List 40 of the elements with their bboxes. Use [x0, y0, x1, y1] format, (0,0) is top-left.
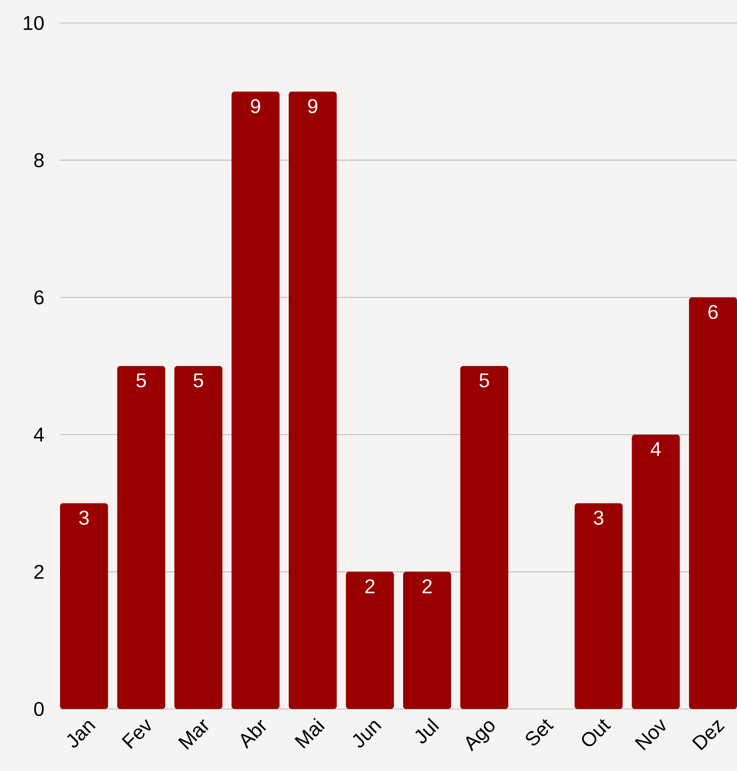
data-label: 9	[308, 99, 318, 114]
data-label: 4	[650, 442, 661, 456]
bar	[231, 92, 280, 709]
x-tick-label: Ago	[466, 721, 494, 752]
x-tick-label: Jan	[66, 721, 96, 748]
x-tick-label: Fev	[121, 719, 151, 749]
data-label: 3	[594, 510, 604, 525]
y-tick-label: 10	[24, 16, 44, 30]
x-tick-label: Out	[582, 719, 611, 746]
y-tick-label: 2	[34, 564, 44, 579]
x-tick-label: Mai	[294, 718, 325, 749]
bar	[116, 366, 165, 709]
x-tick-label: Nov	[634, 719, 666, 750]
bar	[688, 297, 737, 709]
data-label: 9	[250, 99, 260, 114]
data-label: 2	[365, 579, 374, 594]
bar	[288, 92, 337, 709]
x-tick-label: Set	[526, 719, 554, 746]
data-label: 5	[193, 374, 203, 388]
bar	[346, 572, 394, 709]
x-tick-label: Jun	[352, 721, 382, 748]
y-tick-label: 6	[34, 290, 44, 304]
x-tick-label: Abr	[240, 720, 266, 749]
data-label: 2	[422, 579, 432, 594]
data-label: 5	[479, 374, 489, 388]
bar	[402, 572, 451, 709]
y-tick-label: 0	[34, 702, 44, 716]
bar	[632, 434, 680, 709]
data-label: 3	[79, 510, 88, 525]
x-tick-label: Dez	[692, 720, 725, 750]
x-tick-label: Mar	[178, 719, 208, 750]
y-tick-label: 4	[34, 428, 44, 442]
bar	[60, 503, 108, 709]
bar	[174, 366, 222, 709]
bar	[460, 366, 508, 709]
y-tick-label: 8	[34, 153, 44, 168]
x-tick-label: Jul	[415, 718, 439, 744]
data-label: 6	[708, 304, 718, 320]
bar	[574, 503, 622, 709]
data-label: 5	[136, 374, 146, 388]
